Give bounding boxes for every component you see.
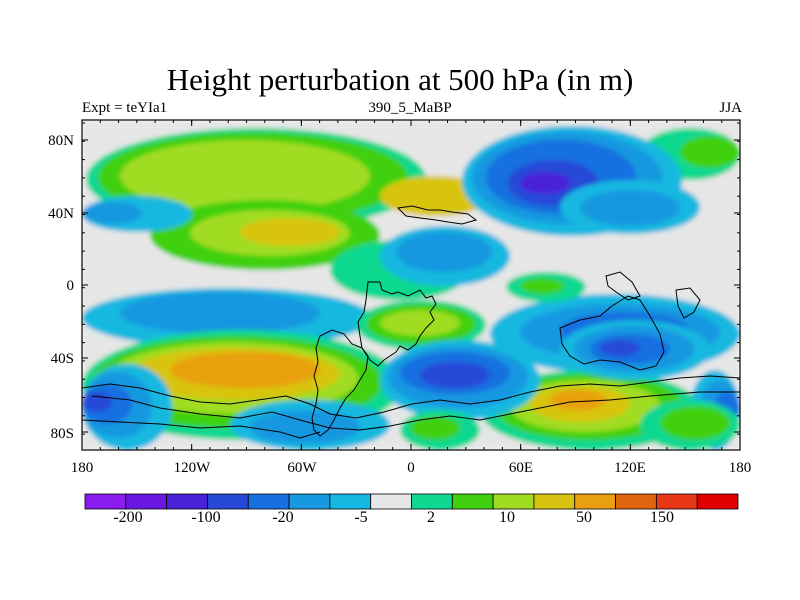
- positive-anomaly-region: [170, 352, 320, 388]
- positive-anomaly-region: [680, 136, 740, 168]
- lat-label-80n: 80N: [48, 133, 74, 149]
- colorbar-label: 2: [427, 509, 435, 526]
- negative-anomaly-region: [82, 392, 112, 412]
- positive-anomaly-region: [380, 310, 460, 336]
- map-field: [82, 120, 740, 450]
- season-label: JJA: [719, 100, 742, 116]
- colorbar-swatch: [451, 493, 494, 510]
- positive-anomaly-region: [240, 218, 340, 246]
- colorbar-label: 50: [576, 509, 592, 526]
- lon-label-120e: 120E: [614, 460, 646, 476]
- lat-label-eq: 0: [66, 278, 75, 294]
- coastlines: [82, 205, 740, 450]
- negative-anomaly-region: [120, 292, 320, 334]
- colorbar-label: 10: [499, 509, 515, 526]
- negative-anomaly-region: [580, 190, 680, 226]
- experiment-label: Expt = teYIa1: [82, 100, 168, 116]
- colorbar-swatch: [247, 493, 290, 510]
- coastline-south-america: [311, 329, 369, 437]
- negative-anomaly-region: [82, 202, 142, 224]
- coastline-north-polar: [396, 205, 478, 225]
- positive-anomaly-region: [410, 416, 460, 440]
- negative-anomaly-region: [600, 340, 640, 356]
- positive-anomaly-region: [660, 406, 730, 440]
- colorbar-swatch: [370, 493, 412, 510]
- positive-anomaly-region: [520, 278, 564, 294]
- colorbar-swatch: [615, 493, 657, 510]
- colorbar-swatch: [411, 493, 453, 510]
- coastline-west-antarctica: [82, 419, 321, 439]
- lat-label-40s: 40S: [50, 351, 74, 367]
- coastline-antarctic-inner: [91, 391, 740, 431]
- colorbar-swatch: [655, 493, 698, 510]
- colorbar-swatch: [84, 493, 127, 510]
- negative-anomaly-region: [250, 410, 360, 444]
- lon-label-60e: 60E: [508, 460, 534, 476]
- colorbar-swatch: [288, 493, 331, 510]
- coastline-antarctica: [82, 375, 740, 450]
- colorbar-swatch: [533, 493, 576, 510]
- colorbar-swatch: [166, 493, 208, 510]
- negative-anomaly-region: [420, 362, 490, 388]
- colorbar-swatch: [574, 493, 616, 510]
- lat-label-40n: 40N: [48, 206, 74, 222]
- colorbar-swatch: [696, 493, 739, 510]
- coastline-pacific-island: [675, 287, 701, 319]
- period-label: 390_5_MaBP: [368, 100, 452, 116]
- axis-ticks: [81, 120, 741, 450]
- colorbar-swatch: [492, 493, 535, 510]
- colorbar-swatch: [329, 493, 372, 510]
- colorbar: [84, 493, 739, 510]
- colorbar-label: -100: [191, 509, 221, 526]
- colorbar-label: -20: [272, 509, 294, 526]
- positive-anomaly-region: [120, 140, 370, 212]
- colorbar-label: -5: [354, 509, 368, 526]
- colorbar-swatch: [125, 493, 168, 510]
- lon-label-180w: 180: [70, 460, 94, 476]
- coastline-seasia: [605, 271, 641, 301]
- lon-label-120w: 120W: [173, 460, 211, 476]
- lon-label-0: 0: [407, 460, 415, 476]
- colorbar-label: -200: [113, 509, 143, 526]
- lon-label-60w: 60W: [287, 460, 317, 476]
- lat-label-80s: 80S: [50, 426, 74, 442]
- colorbar-swatch: [207, 493, 249, 510]
- colorbar-label: 150: [650, 509, 674, 526]
- chart-title: Height perturbation at 500 hPa (in m): [166, 62, 634, 97]
- positive-anomaly-region: [550, 390, 606, 410]
- lon-label-180e: 180: [728, 460, 752, 476]
- negative-anomaly-region: [396, 232, 492, 272]
- coastline-africa: [357, 281, 437, 367]
- negative-anomaly-region: [520, 172, 570, 194]
- coastline-australia: [559, 295, 665, 371]
